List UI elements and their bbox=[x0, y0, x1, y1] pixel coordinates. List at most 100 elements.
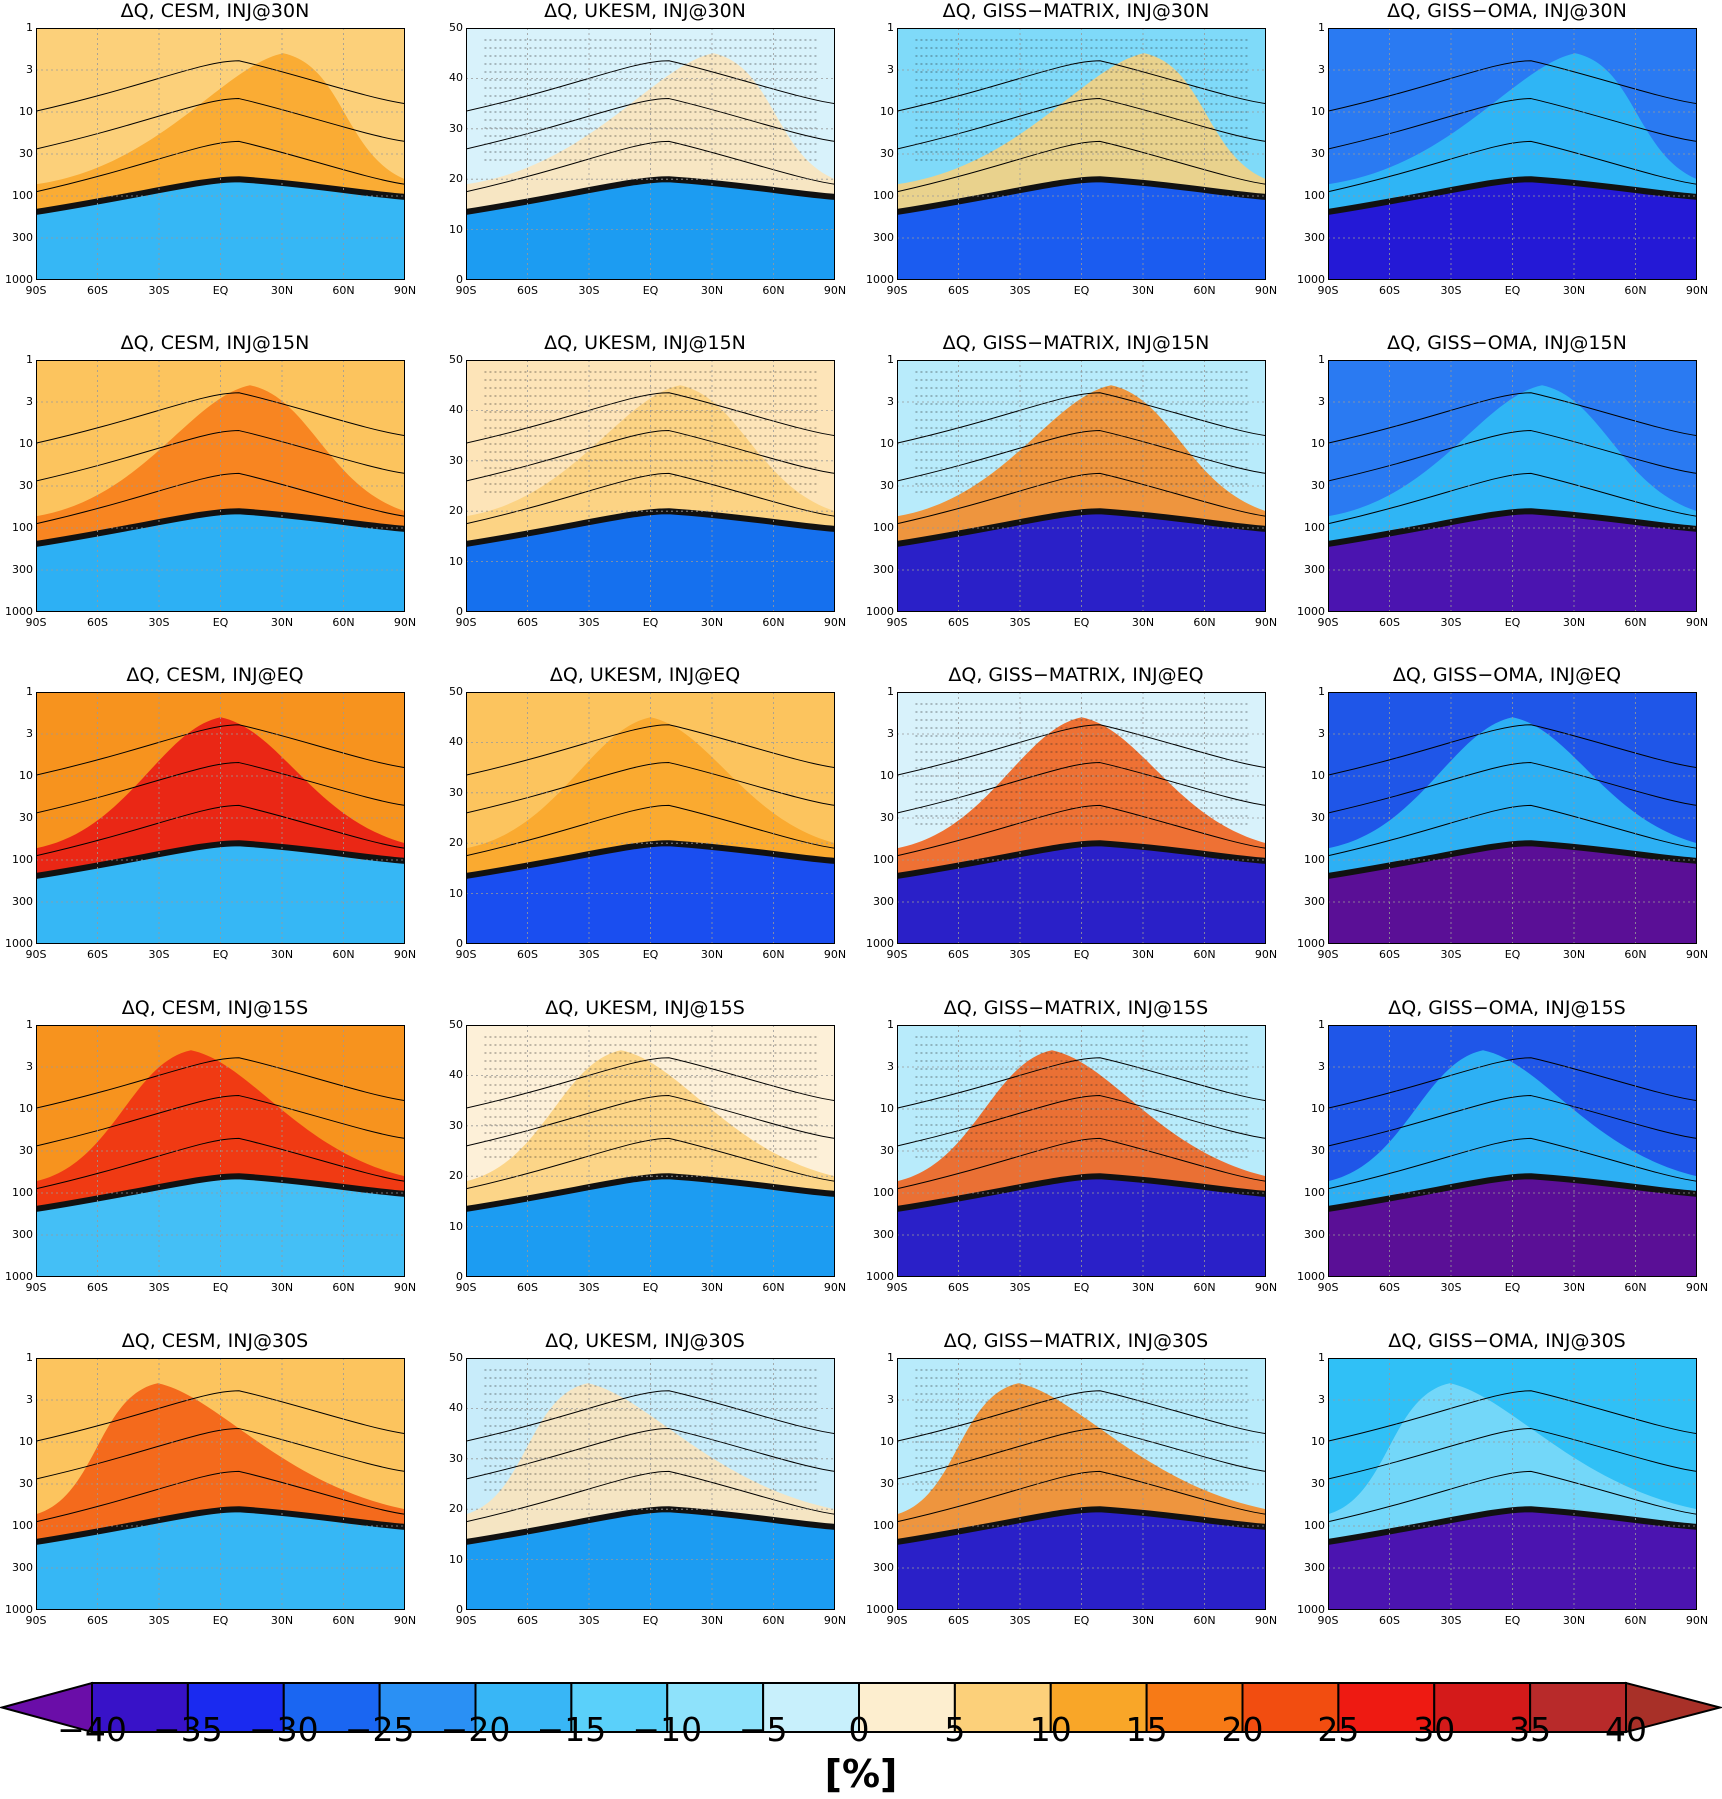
x-tick-label: EQ bbox=[642, 948, 659, 961]
y-tick-label: 10 bbox=[449, 1552, 463, 1566]
age-of-air-contour bbox=[466, 140, 835, 193]
y-tick-label: 300 bbox=[1304, 895, 1325, 908]
age-of-air-contour bbox=[1328, 98, 1697, 150]
contour-field bbox=[466, 28, 835, 280]
colorbar-swatch bbox=[762, 1682, 860, 1733]
x-tick-label: 30N bbox=[1562, 1614, 1586, 1627]
x-tick-label: 90N bbox=[1685, 1281, 1709, 1294]
panel-title: ΔQ, CESM, INJ@30N bbox=[120, 0, 310, 22]
anomaly-maximum bbox=[466, 53, 835, 210]
colorbar-swatch bbox=[474, 1682, 573, 1733]
plot-frame bbox=[36, 360, 405, 612]
x-tick-label: 90S bbox=[886, 1281, 908, 1294]
panel-cesm-inj-eq: ΔQ, CESM, INJ@EQ 1 3 10 30 100 300 1000 90S 60S 30… bbox=[0, 664, 430, 992]
age-of-air-contour bbox=[466, 60, 835, 112]
age-of-air-contour bbox=[1328, 1390, 1697, 1442]
x-tick-label: EQ bbox=[212, 284, 229, 297]
x-tick-label: 90S bbox=[25, 1614, 47, 1627]
age-of-air-contour bbox=[1328, 1057, 1697, 1109]
x-tick-label: 60S bbox=[87, 948, 108, 961]
anomaly-maximum bbox=[1328, 717, 1697, 874]
x-tick-label: 30S bbox=[1009, 1614, 1031, 1627]
age-of-air-contour bbox=[36, 1095, 405, 1147]
age-of-air-contour bbox=[466, 430, 835, 482]
panel-giss-oma-inj-15n: ΔQ, GISS−OMA, INJ@15N 1 3 10 30 100 300 1000 90S… bbox=[1292, 332, 1722, 660]
y-tick-label: 30 bbox=[19, 1477, 33, 1490]
panel-giss-matrix-inj-eq: ΔQ, GISS−MATRIX, INJ@EQ 1 3 10 30 100 300 1000 9… bbox=[861, 664, 1291, 992]
age-of-air-contour bbox=[1328, 392, 1697, 444]
contour-field bbox=[36, 1025, 405, 1277]
x-tick-label: 90N bbox=[1254, 616, 1278, 629]
age-of-air-contour bbox=[1328, 1428, 1697, 1480]
anomaly-maximum bbox=[36, 1050, 405, 1207]
x-tick-label: 90S bbox=[886, 1614, 908, 1627]
y-tick-label: 100 bbox=[1304, 521, 1325, 534]
plot-frame bbox=[36, 1025, 405, 1277]
x-tick-label: 30N bbox=[1131, 948, 1155, 961]
colorbar-tick-label: 10 bbox=[1029, 1710, 1072, 1749]
y-tick-label: 1 bbox=[887, 353, 894, 366]
x-tick-label: 90S bbox=[886, 948, 908, 961]
y-tick-label: 3 bbox=[1318, 395, 1325, 408]
y-tick-label: 0 bbox=[456, 937, 463, 950]
age-of-air-contour bbox=[36, 724, 405, 776]
y-tick-label: 1000 bbox=[1297, 273, 1325, 286]
y-tick-label: 3 bbox=[1318, 1060, 1325, 1073]
panel-ukesm-inj-15s: ΔQ, UKESM, INJ@15S 50 40 30 20 10 0 90S 60S 30S EQ… bbox=[430, 997, 860, 1325]
x-tick-label: EQ bbox=[1504, 616, 1521, 629]
y-tick-label: 300 bbox=[12, 1561, 33, 1574]
x-tick-label: 30N bbox=[1131, 1281, 1155, 1294]
panel-title: ΔQ, GISS−OMA, INJ@EQ bbox=[1392, 664, 1622, 686]
contour-field bbox=[466, 1025, 835, 1277]
plot-frame bbox=[36, 28, 405, 280]
plot-frame bbox=[1328, 360, 1697, 612]
age-of-air-contour bbox=[1328, 804, 1697, 857]
anomaly-maximum bbox=[897, 717, 1266, 874]
y-tick-label: 0 bbox=[456, 1603, 463, 1616]
anomaly-maximum bbox=[466, 385, 835, 542]
x-tick-label: EQ bbox=[642, 1614, 659, 1627]
anomaly-maximum bbox=[36, 717, 405, 874]
x-tick-label: 60N bbox=[332, 948, 355, 961]
y-tick-label: 300 bbox=[1304, 231, 1325, 244]
plot-area bbox=[466, 28, 835, 280]
y-tick-label: 30 bbox=[449, 453, 463, 467]
tropopause-line bbox=[897, 1173, 1266, 1212]
age-of-air-contour bbox=[36, 804, 405, 857]
y-tick-label: 30 bbox=[880, 479, 894, 492]
tropopause-line bbox=[36, 508, 405, 547]
panel-cesm-inj-30n: ΔQ, CESM, INJ@30N 1 3 10 30 100 300 1000 90S 60S 3… bbox=[0, 0, 430, 328]
y-tick-label: 3 bbox=[887, 1393, 894, 1406]
plot-area bbox=[36, 28, 405, 280]
age-of-air-contour bbox=[897, 472, 1266, 525]
y-tick-label: 3 bbox=[887, 395, 894, 408]
y-tick-label: 1 bbox=[887, 685, 894, 698]
age-of-air-contour bbox=[897, 724, 1266, 776]
age-of-air-contour bbox=[1328, 140, 1697, 193]
colorbar-tick-label: −10 bbox=[632, 1710, 703, 1749]
age-of-air-contour bbox=[466, 98, 835, 150]
tropopause-line bbox=[466, 176, 835, 215]
y-tick-label: 300 bbox=[873, 895, 894, 908]
x-tick-label: 90N bbox=[393, 1281, 417, 1294]
x-tick-label: 30S bbox=[148, 284, 170, 297]
y-tick-label: 20 bbox=[449, 172, 463, 186]
contour-field bbox=[36, 360, 405, 612]
plot-area bbox=[466, 360, 835, 612]
y-tick-label: 1 bbox=[1318, 21, 1325, 34]
y-tick-label: 100 bbox=[873, 853, 894, 866]
y-tick-label: 100 bbox=[873, 521, 894, 534]
y-tick-label: 100 bbox=[1304, 853, 1325, 866]
age-of-air-contour bbox=[466, 1390, 835, 1442]
x-tick-label: 60S bbox=[1379, 616, 1400, 629]
y-tick-label: 100 bbox=[12, 189, 33, 202]
contour-field bbox=[466, 360, 835, 612]
y-tick-label: 3 bbox=[26, 1060, 33, 1073]
y-tick-label: 10 bbox=[880, 1435, 894, 1448]
plot-area bbox=[897, 692, 1266, 944]
x-tick-label: 90N bbox=[393, 616, 417, 629]
x-tick-label: 30S bbox=[578, 284, 600, 297]
plot-frame bbox=[1328, 1025, 1697, 1277]
contour-field bbox=[1328, 28, 1697, 280]
age-of-air-contour bbox=[897, 762, 1266, 814]
